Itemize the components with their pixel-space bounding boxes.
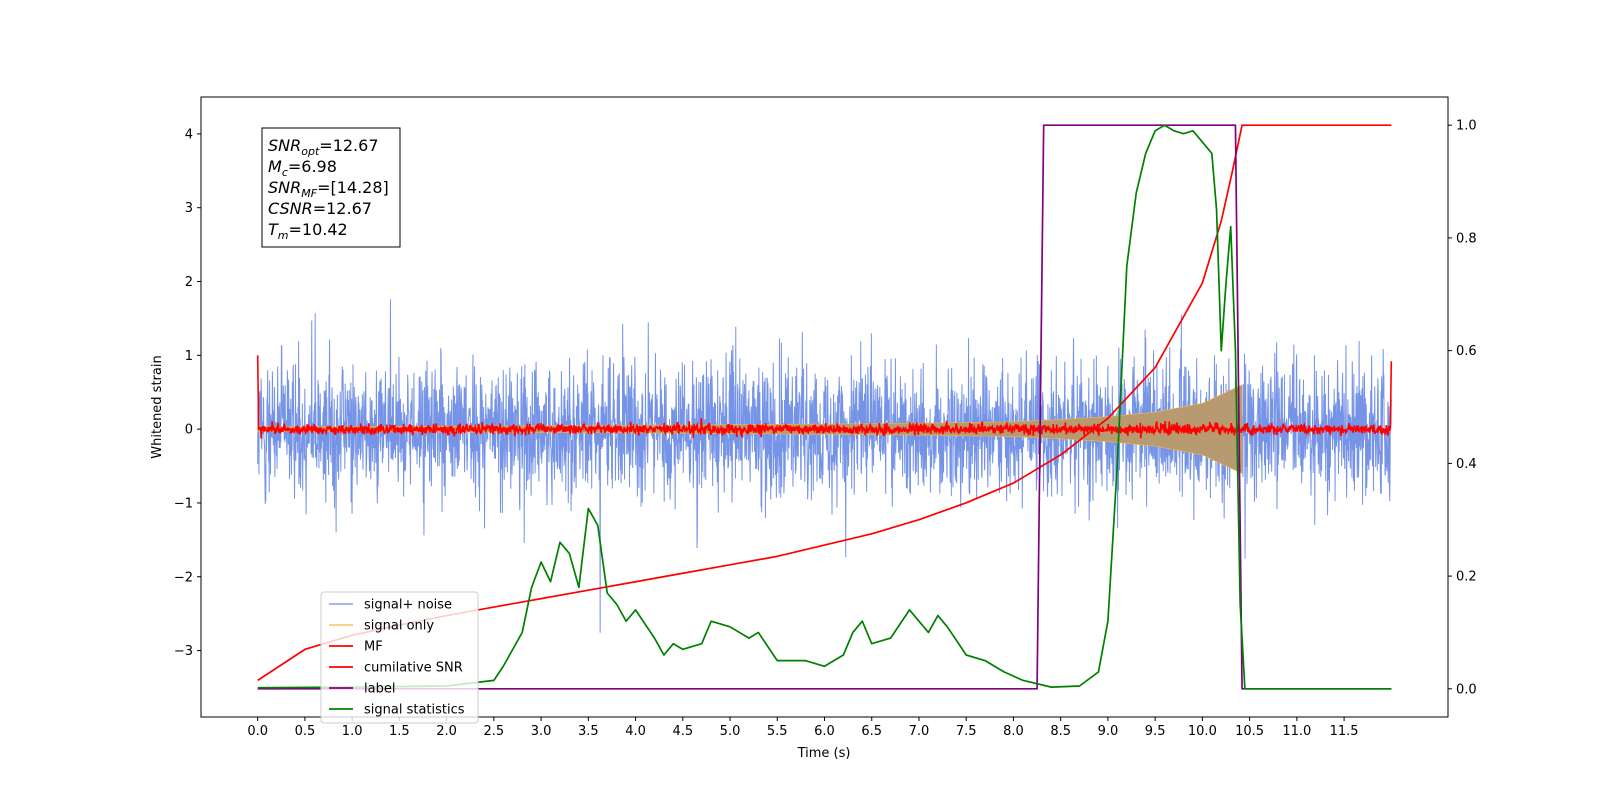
x-tick-label: 8.5 bbox=[1050, 724, 1071, 739]
series-signal-statistics bbox=[257, 124, 1392, 690]
x-tick-label: 2.5 bbox=[484, 724, 505, 739]
annotation-value: =12.67 bbox=[319, 136, 378, 155]
annotation-symbol: CSNR bbox=[268, 199, 313, 218]
y-axis-left: −3 −2 −1 0 1 2 3 4 bbox=[174, 127, 201, 659]
annotation-subscript: c bbox=[282, 166, 288, 179]
x-axis-title: Time (s) bbox=[797, 746, 851, 761]
legend-signal-only-label: signal only bbox=[364, 619, 434, 634]
x-tick-label: 4.0 bbox=[625, 724, 646, 739]
legend-frame bbox=[320, 591, 479, 724]
y-tick-label: 0 bbox=[185, 423, 193, 438]
annotation-symbol: SNR bbox=[268, 178, 301, 197]
annotation-value: =[14.28] bbox=[317, 178, 389, 197]
x-tick-label: 1.0 bbox=[342, 724, 363, 739]
y-axis-right: 0.0 0.2 0.4 0.6 0.8 1.0 bbox=[1448, 119, 1477, 697]
annotation-symbol: M bbox=[268, 157, 282, 176]
y-right-tick-label: 0.4 bbox=[1456, 457, 1477, 472]
x-tick-label: 5.5 bbox=[767, 724, 788, 739]
x-tick-label: 6.0 bbox=[814, 724, 835, 739]
annotation-line: Tm=10.42 bbox=[268, 220, 348, 242]
y-right-tick-label: 0.2 bbox=[1456, 570, 1477, 585]
annotation-line: Mc=6.98 bbox=[268, 157, 337, 179]
x-tick-label: 9.5 bbox=[1145, 724, 1166, 739]
x-axis: 0.0 0.5 1.0 1.5 2.0 2.5 3.0 3.5 4.0 4.5 5.0 5.5 6.0 6… bbox=[247, 717, 1359, 739]
x-tick-label: 0.0 bbox=[247, 724, 268, 739]
legend-signal-statistics-label: signal statistics bbox=[364, 703, 465, 718]
x-tick-label: 9.0 bbox=[1098, 724, 1119, 739]
y-tick-label: −3 bbox=[174, 644, 193, 659]
annotation-symbol: SNR bbox=[268, 136, 301, 155]
annotation-value: =12.67 bbox=[313, 199, 372, 218]
annotation-subscript: MF bbox=[301, 187, 317, 200]
x-tick-label: 2.0 bbox=[436, 724, 457, 739]
x-tick-label: 3.5 bbox=[578, 724, 599, 739]
y-axis-title: Whitened strain bbox=[150, 355, 165, 458]
y-tick-label: 4 bbox=[185, 127, 193, 142]
y-tick-label: 1 bbox=[185, 349, 193, 364]
annotation-box: SNRopt=12.67Mc=6.98SNRMF=[14.28]CSNR=12.… bbox=[261, 127, 401, 248]
y-right-tick-label: 0.0 bbox=[1456, 682, 1477, 697]
legend: signal+ noise signal only MF cumilative SNR… bbox=[320, 591, 479, 724]
x-tick-label: 4.5 bbox=[672, 724, 693, 739]
legend-mf-label: MF bbox=[364, 640, 383, 655]
annotation-subscript: opt bbox=[301, 145, 320, 158]
y-tick-label: −1 bbox=[174, 496, 193, 511]
x-tick-label: 10.0 bbox=[1188, 724, 1217, 739]
annotation-line: SNRopt=12.67 bbox=[268, 136, 379, 158]
x-tick-label: 1.5 bbox=[389, 724, 410, 739]
annotation-line: CSNR=12.67 bbox=[268, 199, 372, 218]
x-tick-label: 11.0 bbox=[1282, 724, 1311, 739]
legend-signal-noise-label: signal+ noise bbox=[364, 598, 452, 613]
y-right-tick-label: 1.0 bbox=[1456, 119, 1477, 134]
x-tick-label: 7.0 bbox=[909, 724, 930, 739]
x-tick-label: 11.5 bbox=[1330, 724, 1359, 739]
annotation-frame bbox=[261, 127, 401, 248]
y-right-tick-label: 0.6 bbox=[1456, 344, 1477, 359]
y-tick-label: 2 bbox=[185, 275, 193, 290]
x-tick-label: 3.0 bbox=[531, 724, 552, 739]
x-tick-label: 0.5 bbox=[295, 724, 316, 739]
x-tick-label: 10.5 bbox=[1235, 724, 1264, 739]
x-tick-label: 6.5 bbox=[861, 724, 882, 739]
legend-cumilative-snr-label: cumilative SNR bbox=[364, 661, 463, 676]
x-tick-label: 8.0 bbox=[1003, 724, 1024, 739]
legend-label-label: label bbox=[364, 682, 395, 697]
annotation-symbol: T bbox=[268, 220, 279, 239]
annotation-subscript: m bbox=[278, 229, 289, 242]
y-tick-label: −2 bbox=[174, 570, 193, 585]
y-right-tick-label: 0.8 bbox=[1456, 231, 1477, 246]
annotation-value: =10.42 bbox=[289, 220, 348, 239]
x-tick-label: 5.0 bbox=[720, 724, 741, 739]
annotation-value: =6.98 bbox=[288, 157, 337, 176]
series-mf bbox=[256, 355, 1393, 439]
annotation-line: SNRMF=[14.28] bbox=[268, 178, 389, 200]
x-tick-label: 7.5 bbox=[956, 724, 977, 739]
y-tick-label: 3 bbox=[185, 201, 193, 216]
